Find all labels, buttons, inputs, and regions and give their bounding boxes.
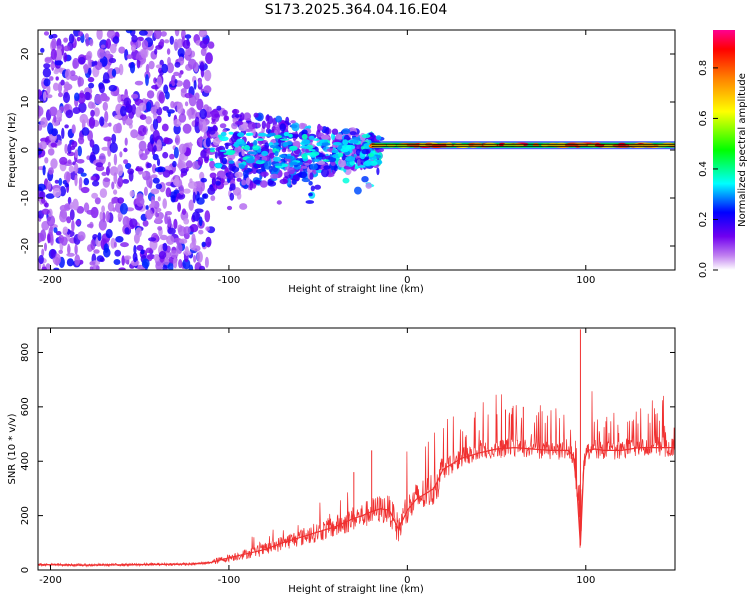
carrier-line [368, 141, 675, 150]
bottom-x-tick-label: -100 [218, 575, 241, 586]
bottom-y-tick-label: 800 [20, 343, 31, 362]
colorbar-label: Normalized spectral amplitude [737, 73, 748, 227]
bottom-x-tick-label: -200 [39, 575, 62, 586]
bottom-y-tick-label: 400 [20, 452, 31, 471]
broadening-region [206, 105, 385, 211]
top-x-tick-label: -200 [39, 275, 62, 286]
colorbar-tick-label: 0.2 [698, 212, 709, 228]
top-y-tick-label: -20 [20, 238, 31, 254]
noise-region [38, 30, 216, 270]
top-y-tick-label: 10 [20, 96, 31, 109]
colorbar-tick-label: 0.6 [698, 110, 709, 126]
colorbar: 0.0 0.2 0.4 0.6 0.8 Normalized spectral ampl… [698, 30, 748, 278]
snr-panel: -200 -100 0 100 0 200 400 600 800 Height of stra… [7, 327, 676, 595]
bottom-y-tick-label: 0 [20, 567, 31, 573]
bottom-x-tick-label: 100 [576, 575, 595, 586]
snr-series [38, 329, 675, 568]
top-y-tick-label: 0 [20, 147, 31, 153]
bottom-y-tick-label: 600 [20, 397, 31, 416]
colorbar-tick-label: 0.0 [698, 262, 709, 278]
colorbar-tick-label: 0.8 [698, 60, 709, 76]
top-x-axis-label: Height of straight line (km) [288, 284, 424, 295]
top-y-tick-label: 20 [20, 48, 31, 61]
bottom-y-axis-label: SNR (10 * v/v) [7, 413, 18, 484]
top-y-tick-label: -10 [20, 190, 31, 206]
snr-line [38, 446, 675, 566]
bottom-x-tick-label: 0 [404, 575, 410, 586]
top-x-tick-label: 100 [576, 275, 595, 286]
chart-title: S173.2025.364.04.16.E04 [265, 2, 448, 18]
heatmap-blobs [38, 30, 675, 270]
top-x-tick-label: 0 [404, 275, 410, 286]
bottom-x-axis-label: Height of straight line (km) [288, 584, 424, 595]
snr-frame [37, 327, 676, 571]
bottom-y-tick-label: 200 [20, 506, 31, 525]
colorbar-tick-label: 0.4 [698, 161, 709, 177]
colorbar-gradient [713, 30, 735, 270]
top-y-axis-label: Frequency (Hz) [7, 112, 18, 188]
top-x-tick-label: -100 [218, 275, 241, 286]
